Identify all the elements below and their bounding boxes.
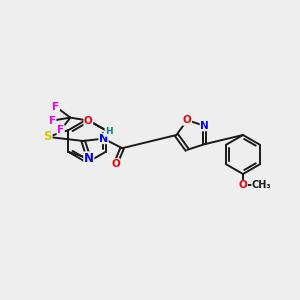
Text: O: O <box>111 159 120 169</box>
Text: CH₃: CH₃ <box>252 180 272 190</box>
Text: N: N <box>200 121 209 131</box>
Text: O: O <box>238 180 247 190</box>
Text: O: O <box>84 116 93 126</box>
Text: F: F <box>49 116 56 126</box>
Text: N: N <box>99 134 108 144</box>
Text: N: N <box>84 152 94 165</box>
Text: S: S <box>44 130 52 143</box>
Text: F: F <box>52 102 59 112</box>
Text: F: F <box>57 125 64 135</box>
Text: H: H <box>105 128 112 136</box>
Text: O: O <box>183 115 192 125</box>
